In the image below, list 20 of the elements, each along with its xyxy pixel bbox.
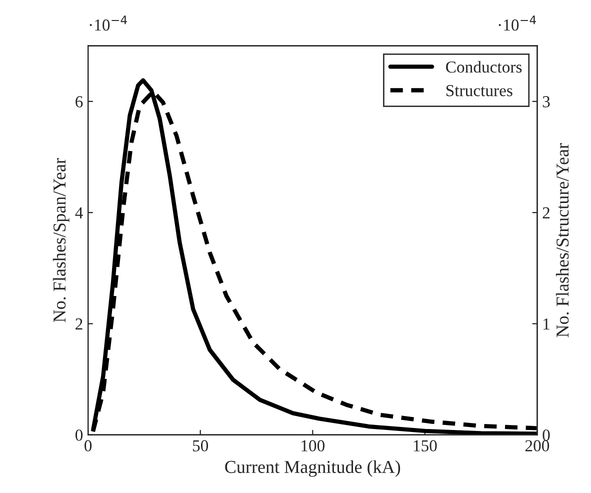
y-tick-label: 2 <box>76 318 82 330</box>
y2-axis-title: No. Flashes/Structure/Year <box>556 143 569 338</box>
y-axis-title: No. Flashes/Span/Year <box>52 158 70 322</box>
y2-tick-label: 3 <box>542 96 550 108</box>
x-tick-label: 50 <box>192 440 208 452</box>
text: ·10$^{−4}$ <box>498 16 536 31</box>
text: ·10$^{−4}$ <box>90 16 127 31</box>
x-axis-title: Current Magnitude (kA) <box>225 460 400 477</box>
x-tick-label: 100 <box>302 440 325 452</box>
y2-tick-label: 2 <box>542 207 550 218</box>
x-tick-label: 0 <box>84 440 92 452</box>
legend-label: Conductors <box>446 60 522 73</box>
y2-tick-label: 1 <box>544 318 550 330</box>
x-tick-label: 150 <box>414 440 437 452</box>
y-tick-label: 4 <box>75 207 83 218</box>
x-tick-label: 200 <box>525 440 550 452</box>
y-tick-label: 6 <box>76 96 83 108</box>
y-tick-label: 0 <box>76 430 83 441</box>
y2-tick-label: 0 <box>542 430 550 441</box>
legend-label: Structures <box>446 85 512 96</box>
